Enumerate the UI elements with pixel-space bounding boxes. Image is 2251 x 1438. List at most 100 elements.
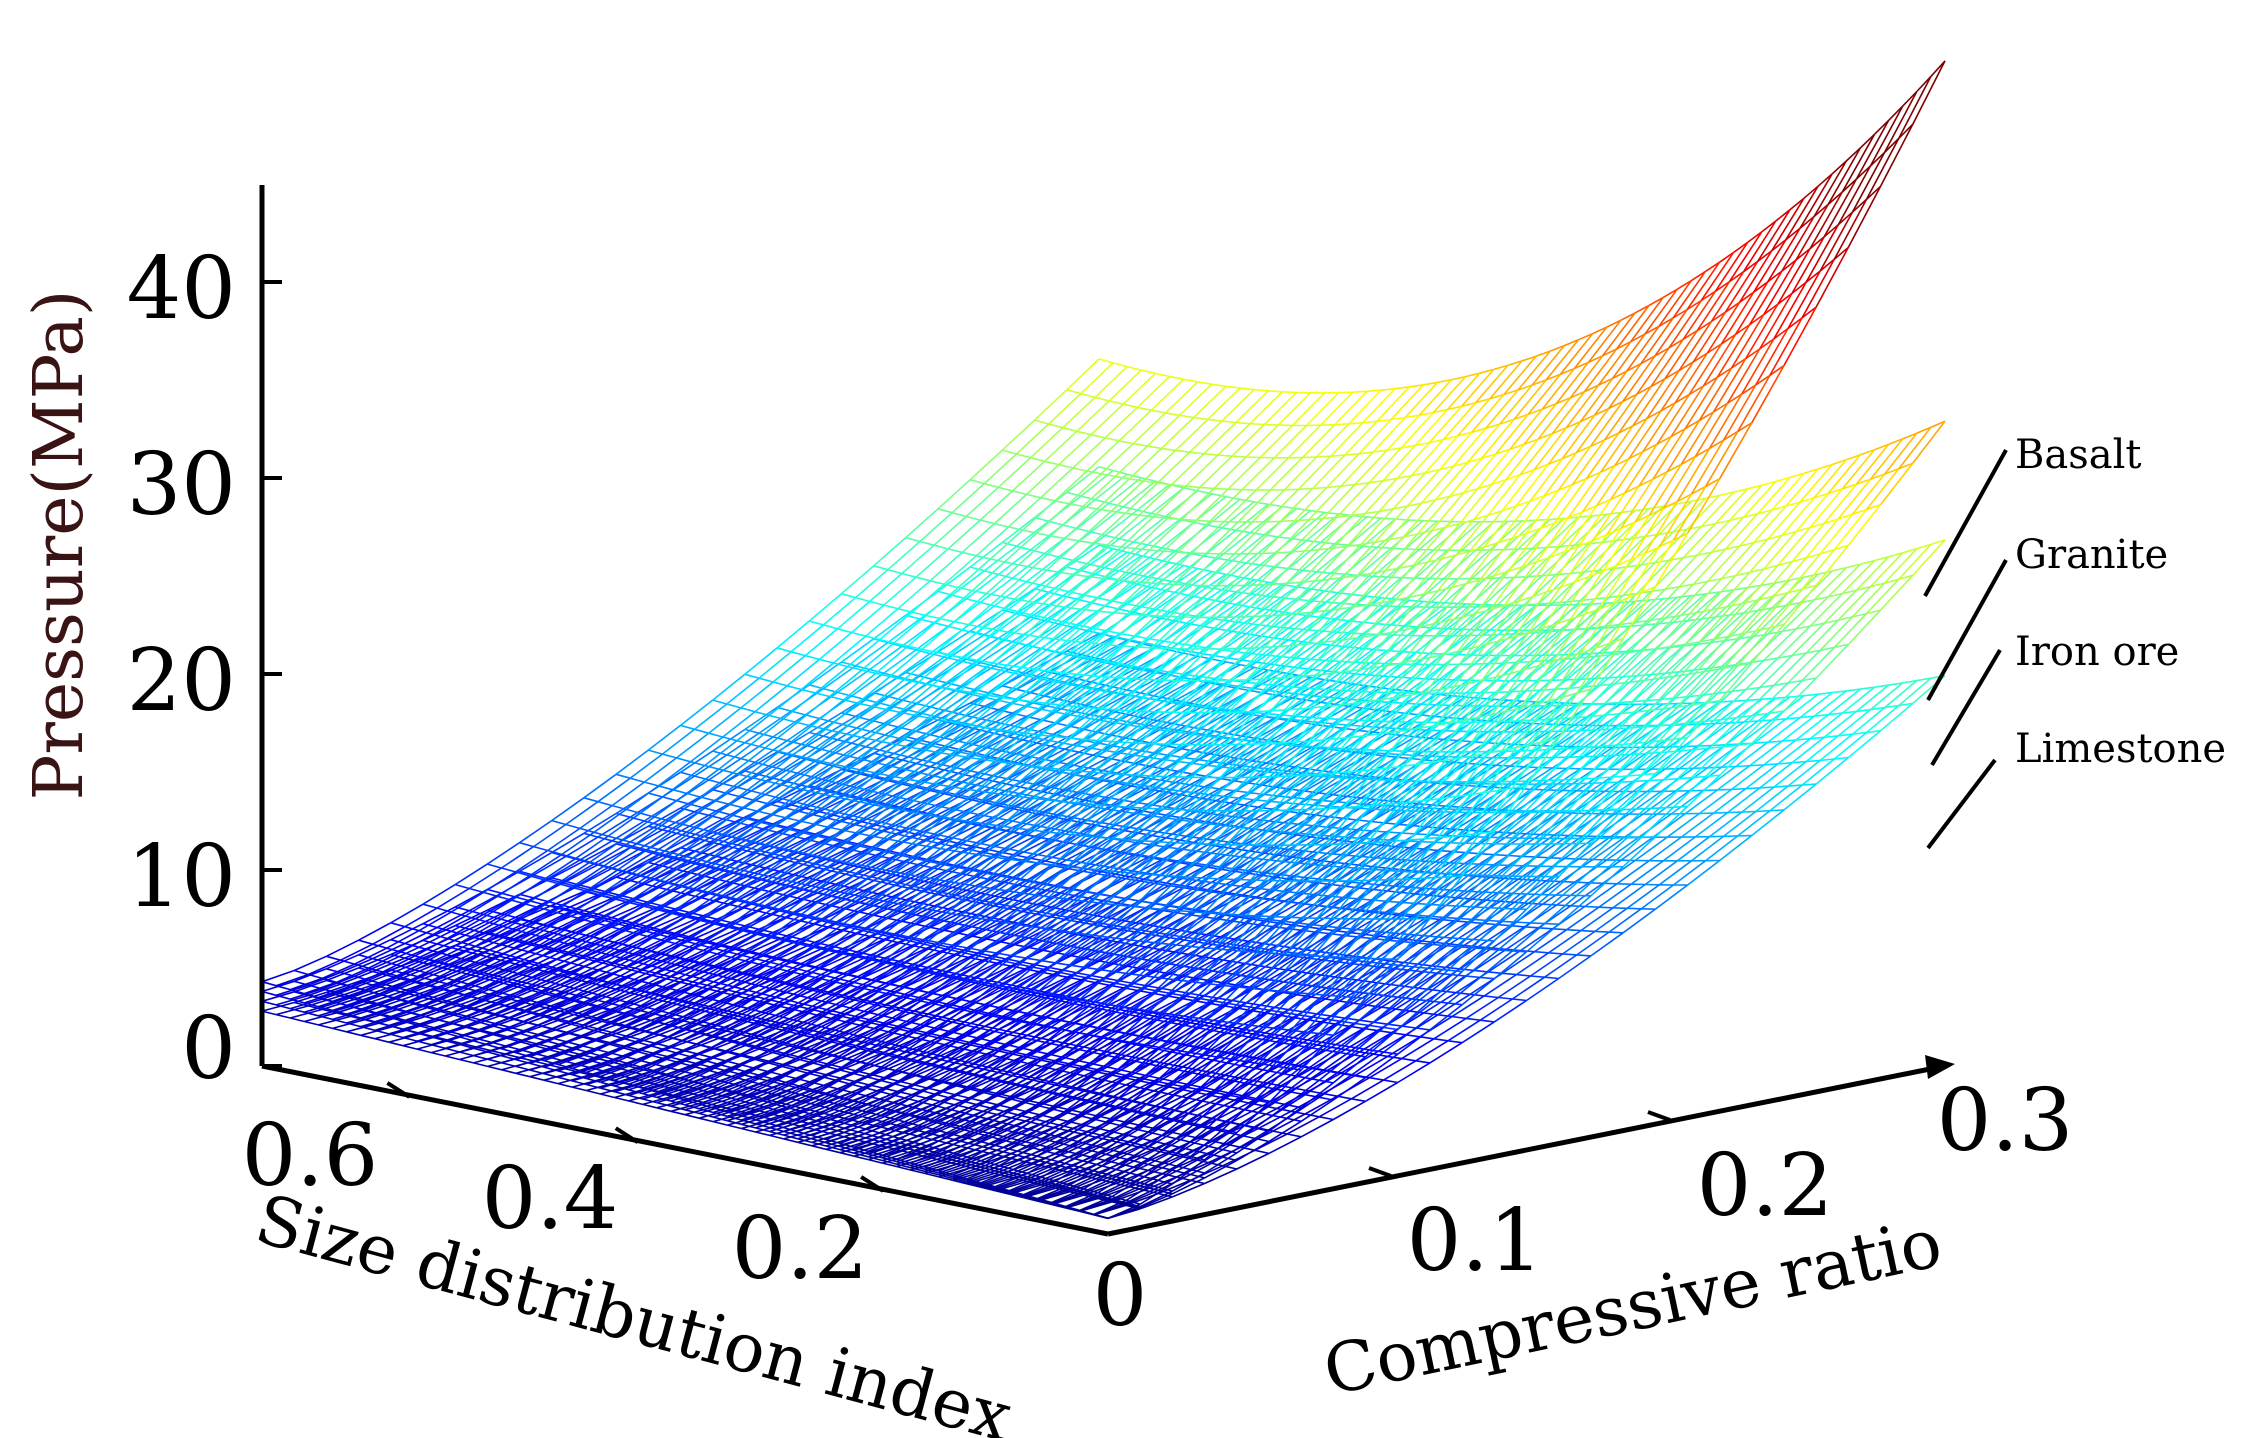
- mesh-line: [1359, 829, 1374, 832]
- mesh-line: [1272, 1113, 1306, 1132]
- mesh-line: [1612, 907, 1628, 910]
- mesh-line: [918, 1135, 933, 1141]
- mesh-line: [867, 868, 883, 873]
- mesh-line: [1475, 875, 1491, 879]
- mesh-line: [1608, 931, 1624, 934]
- mesh-line: [737, 1012, 752, 1018]
- mesh-line: [1805, 735, 1839, 763]
- mesh-line: [1433, 1000, 1449, 1004]
- mesh-line: [1063, 969, 1078, 974]
- mesh-line: [614, 1096, 629, 1102]
- mesh-line: [1254, 1149, 1270, 1155]
- mesh-line: [1238, 1077, 1253, 1082]
- mesh-line: [722, 1009, 738, 1014]
- mesh-line: [1089, 1091, 1104, 1097]
- mesh-line: [825, 858, 840, 864]
- mesh-line: [507, 977, 522, 983]
- mesh-line: [1745, 763, 1779, 790]
- mesh-line: [388, 1041, 404, 1047]
- mesh-line: [1672, 860, 1707, 886]
- mesh-line: [308, 1005, 323, 1011]
- mesh-line: [996, 1113, 1012, 1119]
- mesh-line: [1769, 809, 1785, 812]
- mesh-line: [1733, 699, 1748, 702]
- mesh-line: [473, 1054, 488, 1060]
- mesh-line: [1477, 925, 1511, 948]
- mesh-line: [756, 910, 772, 915]
- mesh-line: [1288, 1008, 1304, 1013]
- mesh-line: [1002, 685, 1017, 691]
- mesh-line: [1592, 602, 1607, 605]
- mesh-line: [1405, 806, 1420, 809]
- mesh-line: [1319, 1116, 1334, 1121]
- mesh-line: [1501, 951, 1535, 974]
- mesh-line: [1230, 1104, 1264, 1124]
- mesh-line: [1328, 815, 1343, 820]
- mesh-line: [586, 1089, 601, 1095]
- mesh-line: [980, 1186, 996, 1192]
- mesh-line: [445, 1055, 460, 1061]
- mesh-line: [1266, 762, 1281, 766]
- mesh-line: [1272, 1130, 1288, 1135]
- mesh-line: [1870, 706, 1885, 711]
- mesh-line: [1731, 787, 1746, 791]
- mesh-line: [1008, 1052, 1024, 1058]
- mesh-line: [1491, 926, 1525, 949]
- mesh-line: [557, 1076, 573, 1082]
- mesh-line: [1175, 990, 1191, 995]
- mesh-line: [1799, 691, 1833, 719]
- mesh-line: [1252, 760, 1267, 764]
- mesh-line: [1785, 716, 1801, 720]
- mesh-line: [1415, 1040, 1449, 1062]
- mesh-line: [1834, 756, 1849, 760]
- mesh-line: [1373, 1021, 1388, 1025]
- mesh-line: [1759, 786, 1774, 789]
- mesh-line: [1403, 961, 1418, 965]
- mesh-line: [994, 895, 1009, 900]
- mesh-line: [1727, 811, 1742, 814]
- mesh-line: [1789, 694, 1805, 698]
- mesh-line: [1880, 702, 1914, 732]
- mesh-line: [1051, 1061, 1066, 1067]
- mesh-line: [1211, 821, 1227, 826]
- mesh-line: [1137, 832, 1152, 837]
- mesh-line: [1497, 975, 1531, 999]
- mesh-line: [694, 1002, 710, 1008]
- mesh-line: [1719, 742, 1753, 776]
- mesh-line: [1781, 715, 1815, 742]
- mesh-line: [1654, 884, 1688, 910]
- mesh-line: [909, 877, 925, 883]
- mesh-line: [1465, 1017, 1481, 1021]
- mesh-line: [1580, 837, 1614, 868]
- mesh-line: [1670, 789, 1704, 815]
- mesh-line: [1658, 860, 1692, 886]
- mesh-line: [1014, 785, 1029, 790]
- mesh-line: [1401, 832, 1416, 835]
- mesh-line: [1620, 836, 1654, 861]
- mesh-line: [1139, 1196, 1173, 1210]
- mesh-line: [1594, 930, 1610, 933]
- mesh-line: [1397, 858, 1412, 862]
- mesh-line: [1480, 976, 1495, 980]
- mesh-line: [1066, 650, 1082, 656]
- mesh-line: [1172, 1182, 1205, 1198]
- mesh-line: [1254, 1133, 1288, 1152]
- mesh-line: [698, 982, 714, 988]
- mesh-line: [1449, 943, 1465, 947]
- mesh-line: [1548, 929, 1582, 954]
- mesh-line: [543, 1072, 559, 1079]
- mesh-line: [1663, 778, 1678, 781]
- mesh-line: [360, 1034, 375, 1040]
- mesh-line: [1266, 872, 1281, 876]
- mesh-line: [839, 1151, 855, 1157]
- mesh-line: [1705, 744, 1739, 778]
- mesh-line: [1544, 976, 1559, 980]
- mesh-line: [1405, 1034, 1420, 1038]
- mesh-line: [797, 1141, 813, 1147]
- mesh-line: [1837, 708, 1872, 737]
- mesh-line: [1860, 686, 1875, 690]
- mesh-line: [1387, 890, 1402, 894]
- mesh-line: [670, 1110, 686, 1116]
- mesh-line: [1493, 999, 1527, 1023]
